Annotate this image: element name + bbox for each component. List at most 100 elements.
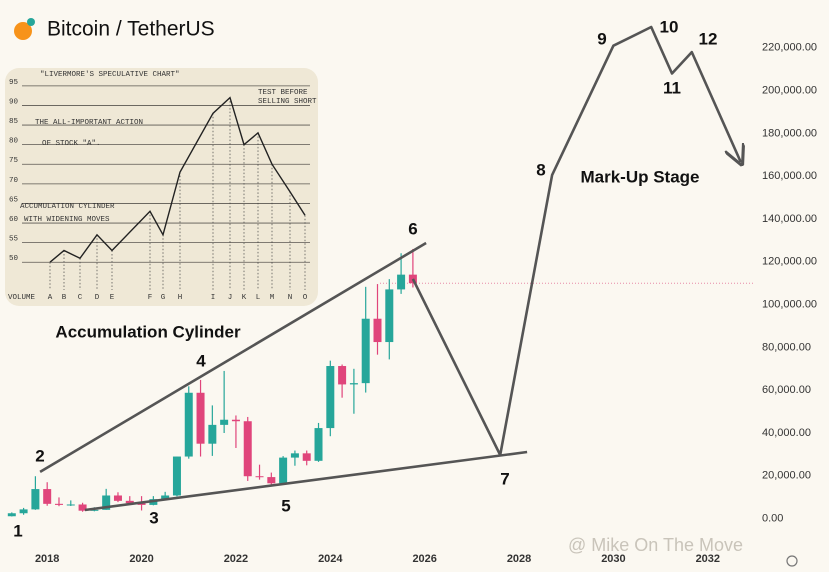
inset-x-tick-label: D <box>95 294 100 302</box>
candle-body <box>7 513 16 517</box>
annotation: 9 <box>597 29 606 48</box>
candle-body <box>31 489 40 510</box>
candle-body <box>208 424 217 444</box>
status-dot <box>27 18 35 26</box>
x-tick-label: 2018 <box>35 553 59 565</box>
inset-x-tick-label: J <box>228 294 233 302</box>
trend-line <box>84 450 528 512</box>
candle-body <box>243 421 252 477</box>
inset-y-tick-label: 55 <box>9 236 19 244</box>
candle-body <box>220 419 229 425</box>
candle-body <box>43 489 52 504</box>
candle-body <box>102 495 111 510</box>
candle-body <box>78 504 87 511</box>
x-tick-label: 2020 <box>129 553 153 565</box>
candle-body <box>137 503 146 505</box>
x-tick-label: 2032 <box>696 553 720 565</box>
annotation: 3 <box>149 508 158 527</box>
annotation: 10 <box>660 17 679 36</box>
candle-body <box>361 318 370 384</box>
inset-y-tick-label: 70 <box>9 177 19 185</box>
y-tick-label: 180,000.00 <box>762 127 817 139</box>
inset-x-tick-label: I <box>211 294 216 302</box>
inset-x-tick-label: O <box>303 294 308 302</box>
candle-body <box>397 274 406 290</box>
trend-line <box>411 25 741 457</box>
inset-x-tick-label: L <box>256 294 261 302</box>
inset-x-tick-label: C <box>78 294 83 302</box>
inset-x-tick-label: A <box>48 294 53 302</box>
inset-x-tick-label: F <box>148 294 153 302</box>
candle-body <box>267 477 276 484</box>
watermark: @ Mike On The Move <box>568 535 743 555</box>
inset-x-tick-label: K <box>242 294 247 302</box>
candle-body <box>349 383 358 385</box>
inset-title: "LIVERMORE'S SPECULATIVE CHART" <box>40 71 180 79</box>
y-tick-label: 80,000.00 <box>762 341 811 353</box>
bitcoin-icon <box>14 22 32 40</box>
inset-y-tick-label: 75 <box>9 157 19 165</box>
inset-x-tick-label: G <box>161 294 166 302</box>
x-tick-label: 2030 <box>601 553 625 565</box>
annotation: 7 <box>500 469 509 488</box>
inset-note: WITH WIDENING MOVES <box>24 216 110 224</box>
candle-body <box>66 504 75 506</box>
candle-body <box>184 392 193 457</box>
inset-line <box>49 96 306 263</box>
y-tick-label: 140,000.00 <box>762 213 817 225</box>
y-tick-label: 200,000.00 <box>762 85 817 97</box>
candle-body <box>279 457 288 484</box>
candle-body <box>302 453 311 461</box>
inset-note: TEST BEFORE <box>258 89 308 97</box>
y-tick-label: 100,000.00 <box>762 299 817 311</box>
candle-body <box>373 318 382 343</box>
inset-x-tick-label: H <box>178 294 183 302</box>
annotation: Mark-Up Stage <box>580 167 699 186</box>
annotation: 11 <box>663 78 681 97</box>
inset-x-tick-label: N <box>288 294 293 302</box>
inset-xlabel: VOLUME <box>8 294 36 302</box>
annotation: Accumulation Cylinder <box>55 322 241 341</box>
candle-body <box>314 428 323 461</box>
trend-line <box>39 241 427 474</box>
inset-y-tick-label: 65 <box>9 196 19 204</box>
inset-note: THE ALL-IMPORTANT ACTION <box>35 119 143 127</box>
chart-title: Bitcoin / TetherUS <box>47 18 215 41</box>
inset-y-tick-label: 60 <box>9 216 19 224</box>
candle-body <box>113 495 122 501</box>
y-tick-label: 20,000.00 <box>762 470 811 482</box>
inset-x-tick-label: B <box>62 294 67 302</box>
y-tick-label: 220,000.00 <box>762 42 817 54</box>
inset-y-tick-label: 95 <box>9 79 19 87</box>
settings-icon[interactable] <box>786 555 798 567</box>
candle-body <box>231 419 240 422</box>
y-tick-label: 40,000.00 <box>762 427 811 439</box>
candle-body <box>54 503 63 505</box>
annotation: 2 <box>35 446 44 465</box>
x-tick-label: 2028 <box>507 553 531 565</box>
annotation: 8 <box>536 160 545 179</box>
y-tick-label: 120,000.00 <box>762 256 817 268</box>
inset-background <box>5 68 318 306</box>
inset-note: SELLING SHORT <box>258 98 317 106</box>
candle-body <box>290 453 299 458</box>
candle-body <box>125 500 134 504</box>
inset-note: OF STOCK "A". <box>42 140 101 148</box>
candle-body <box>90 509 99 511</box>
annotation: 12 <box>699 29 718 48</box>
inset-image: 50 55 60 65 70 75 80 85 90 95 A B C D E F G H I J K L M N O "LIVE… <box>5 68 318 306</box>
inset-x-tick-label: M <box>270 294 275 302</box>
inset-y-tick-label: 80 <box>9 138 19 146</box>
annotation: 1 <box>13 521 22 540</box>
candle-body <box>385 289 394 343</box>
y-tick-label: 0.00 <box>762 513 783 525</box>
candle-body <box>196 392 205 444</box>
x-tick-label: 2024 <box>318 553 343 565</box>
inset-x-tick-label: E <box>110 294 115 302</box>
candle-body <box>326 366 335 429</box>
candle-body <box>19 509 28 514</box>
x-tick-label: 2026 <box>412 553 436 565</box>
inset-y-tick-label: 90 <box>9 98 19 106</box>
candle-body <box>255 476 264 478</box>
